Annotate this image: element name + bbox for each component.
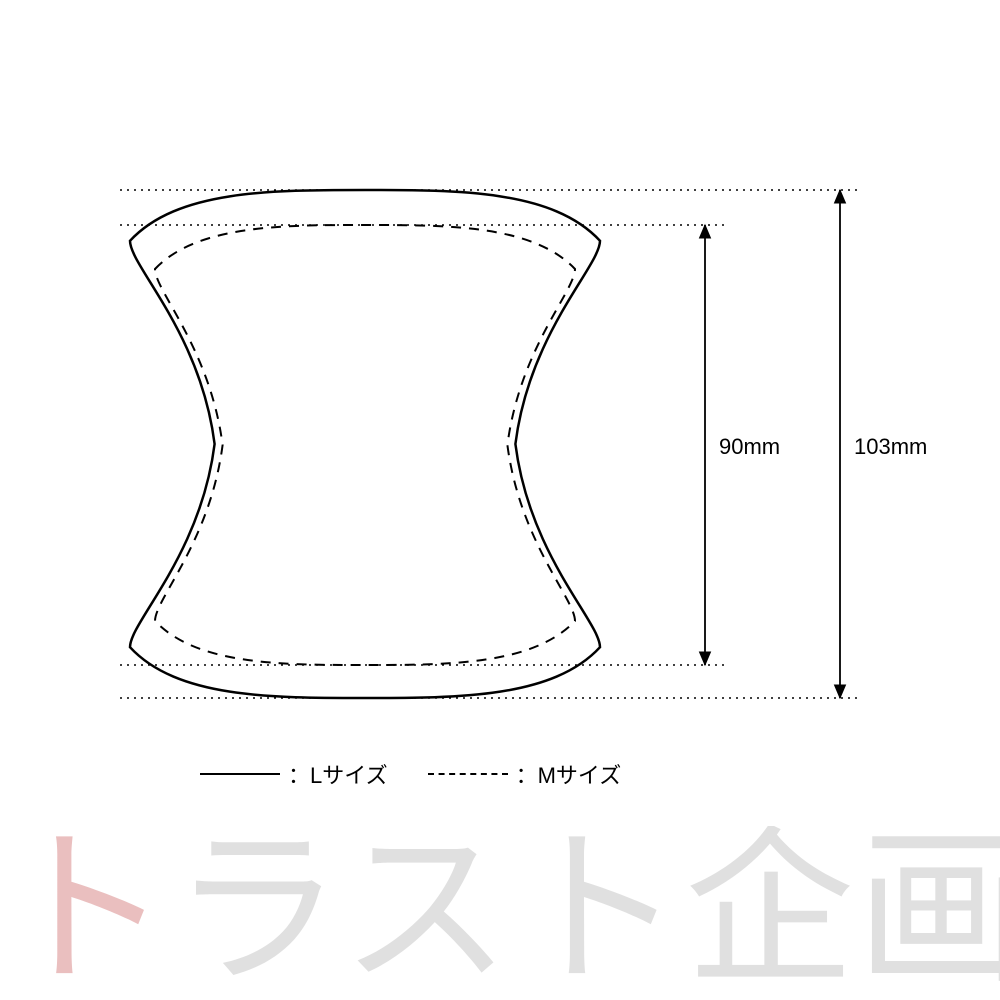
legend: ：Lサイズ ：Mサイズ <box>200 758 621 790</box>
legend-solid-line-icon <box>200 773 280 775</box>
legend-item-dashed: ：Mサイズ <box>428 758 622 790</box>
legend-solid-label: ：Lサイズ <box>288 758 388 790</box>
dimension-inner-label: 90mm <box>719 434 780 460</box>
legend-dash-label: ：Mサイズ <box>516 758 622 790</box>
legend-item-solid: ：Lサイズ <box>200 758 388 790</box>
canvas: 90mm 103mm ：Lサイズ ：Mサイズ トラスト企画 <box>0 0 1000 1000</box>
dimension-diagram <box>0 0 1000 1000</box>
dimension-outer-label: 103mm <box>854 434 927 460</box>
legend-dash-line-icon <box>428 773 508 775</box>
